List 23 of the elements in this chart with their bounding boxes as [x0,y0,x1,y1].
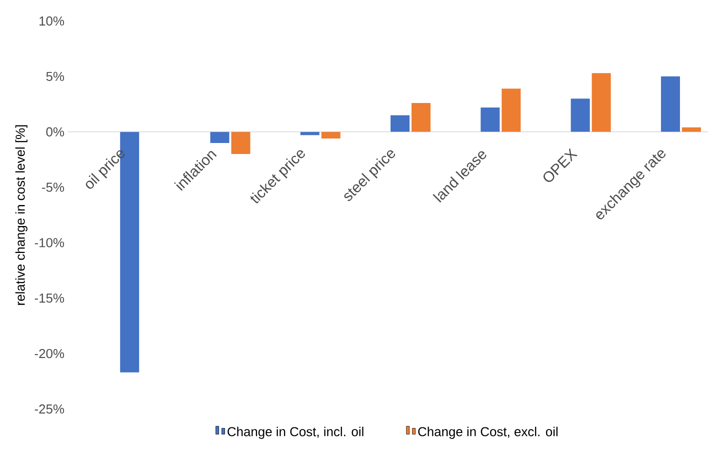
y-tick-label: -15% [34,294,64,303]
y-tick-label: -25% [34,404,64,414]
y-axis-title: relative change in cost level [%] [15,125,28,305]
bar [570,98,590,132]
y-tick-label: -5% [42,182,64,192]
y-tick-label: 5% [46,72,64,81]
bar [660,76,680,132]
y-tick-label: -20% [34,348,64,358]
bar [210,132,230,143]
bar [321,132,340,139]
bar [300,132,320,136]
y-tick-label: -10% [34,238,64,248]
bar [390,115,410,132]
bar [412,103,431,132]
bar [592,73,611,132]
bar [480,107,500,132]
y-tick-label: 0% [46,127,64,136]
legend-label: Change in Cost, excl. oil [418,426,558,439]
bar [682,127,701,132]
bar [502,88,521,132]
legend-label: Change in Cost, incl. oil [228,426,364,439]
bar [231,132,250,154]
y-tick-label: 10% [40,16,64,26]
